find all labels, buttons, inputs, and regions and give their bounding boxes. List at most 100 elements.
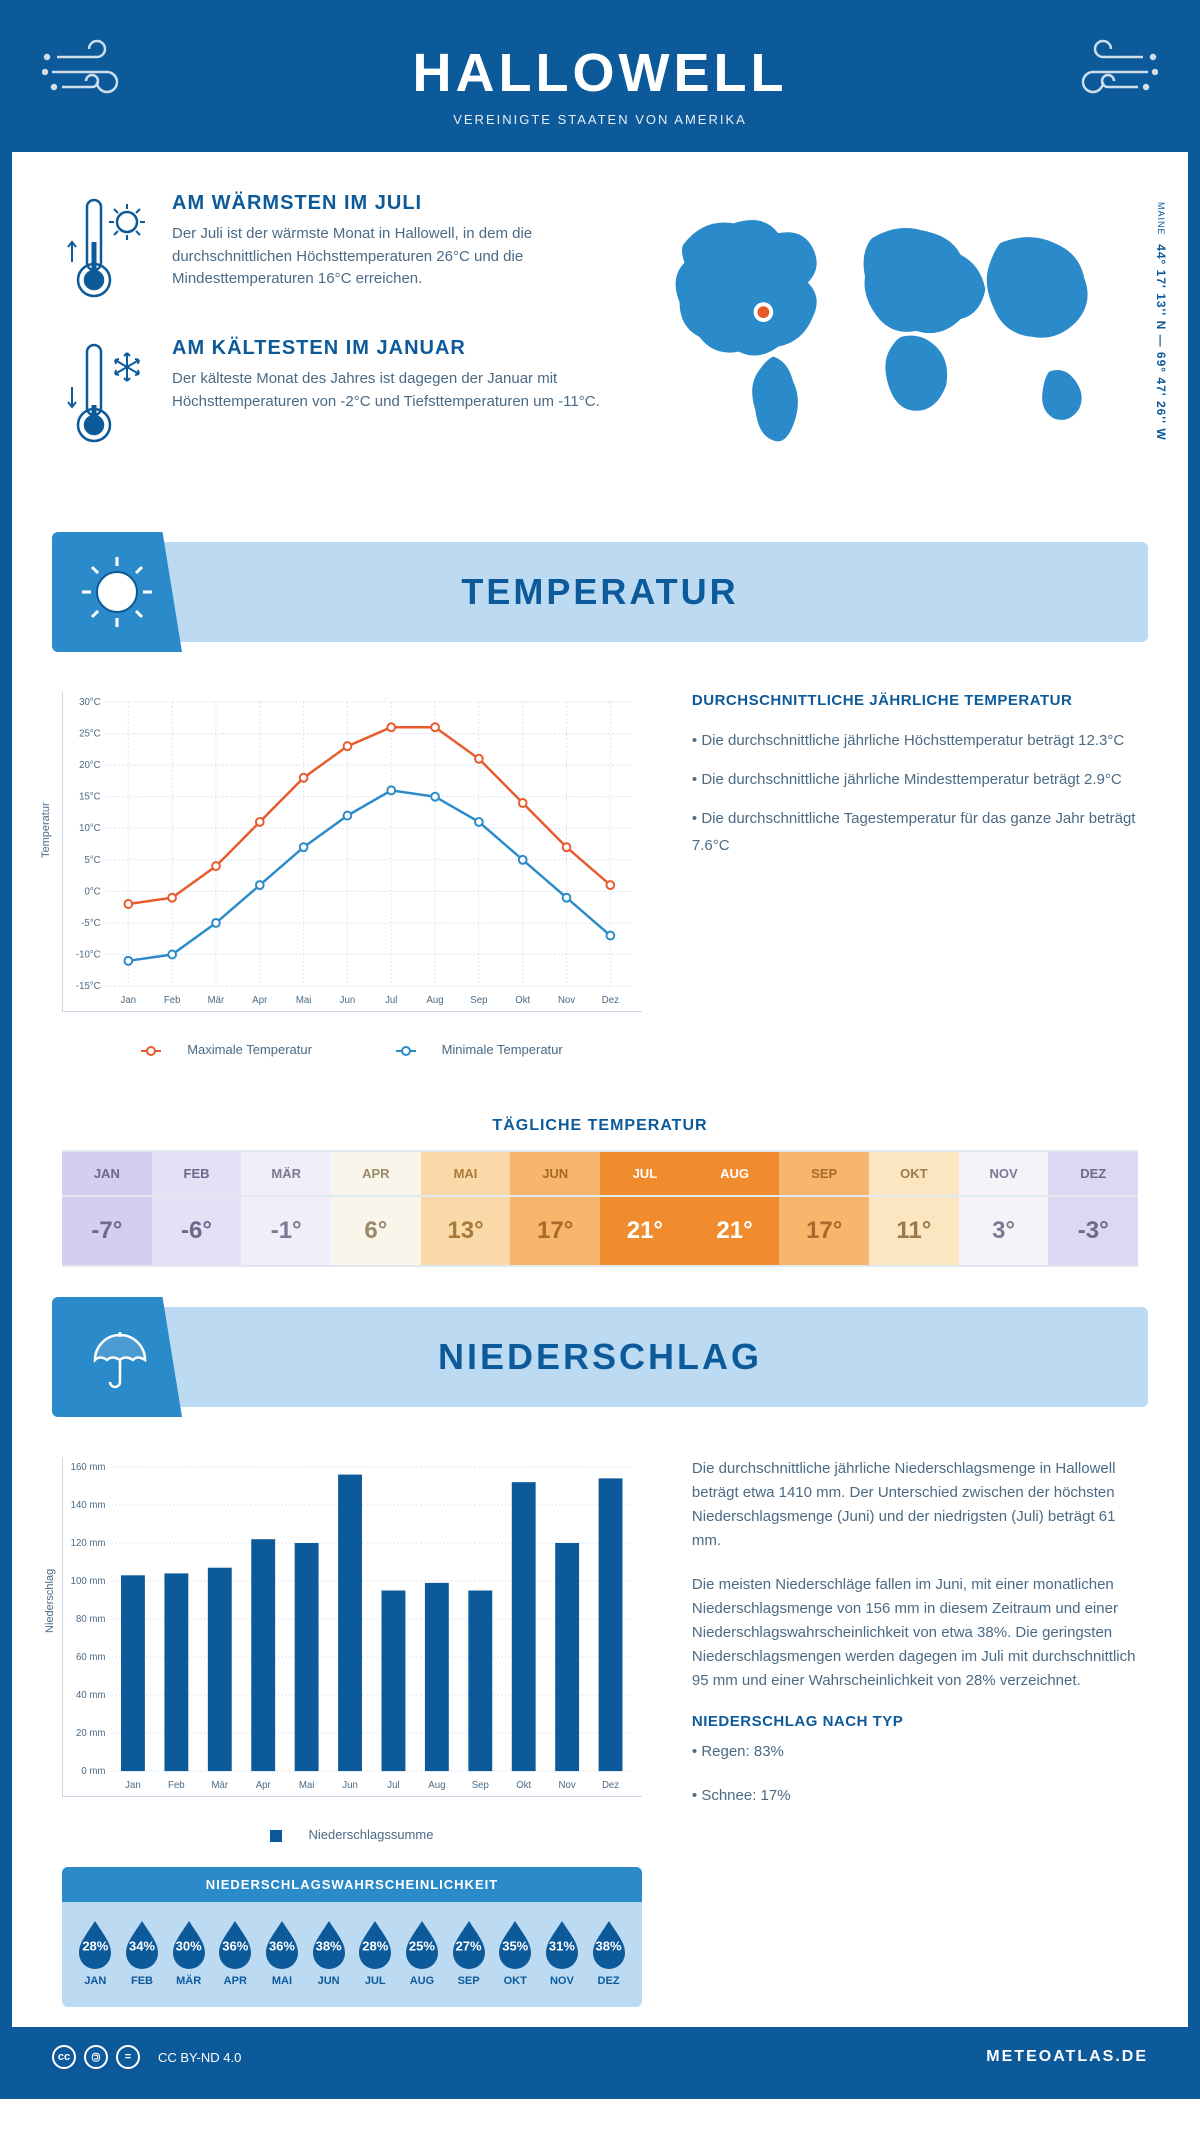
raindrop-icon: 35% bbox=[494, 1917, 536, 1969]
section-temperature-title: TEMPERATUR bbox=[461, 571, 738, 613]
prob-cell: 36% MAI bbox=[259, 1917, 306, 1987]
svg-text:-15°C: -15°C bbox=[76, 981, 101, 992]
prob-cell: 25% AUG bbox=[399, 1917, 446, 1987]
svg-text:Jun: Jun bbox=[340, 995, 356, 1006]
section-precip-header: NIEDERSCHLAG bbox=[52, 1307, 1148, 1407]
raindrop-icon: 27% bbox=[448, 1917, 490, 1969]
svg-text:Mai: Mai bbox=[299, 1780, 315, 1791]
svg-text:-10°C: -10°C bbox=[76, 949, 101, 960]
temp-info-title: DURCHSCHNITTLICHE JÄHRLICHE TEMPERATUR bbox=[692, 692, 1138, 709]
daily-cell: AUG 21° bbox=[690, 1152, 780, 1265]
svg-text:Nov: Nov bbox=[559, 1780, 576, 1791]
page-subtitle: VEREINIGTE STAATEN VON AMERIKA bbox=[32, 112, 1168, 127]
svg-text:Okt: Okt bbox=[515, 995, 530, 1006]
section-temperature-header: TEMPERATUR bbox=[52, 542, 1148, 642]
cc-icon: cc bbox=[52, 2045, 76, 2069]
nd-icon: = bbox=[116, 2045, 140, 2069]
footer: cc 🄯 = CC BY-ND 4.0 METEOATLAS.DE bbox=[12, 2027, 1188, 2087]
svg-text:Mär: Mär bbox=[211, 1780, 228, 1791]
svg-text:30°C: 30°C bbox=[79, 697, 101, 708]
raindrop-icon: 28% bbox=[354, 1917, 396, 1969]
prob-cell: 30% MÄR bbox=[165, 1917, 212, 1987]
wind-icon bbox=[42, 32, 152, 112]
svg-text:5°C: 5°C bbox=[84, 855, 100, 866]
prob-title: NIEDERSCHLAGSWAHRSCHEINLICHKEIT bbox=[62, 1867, 642, 1902]
page-title: HALLOWELL bbox=[32, 42, 1168, 104]
prob-cell: 36% APR bbox=[212, 1917, 259, 1987]
raindrop-icon: 34% bbox=[121, 1917, 163, 1969]
prob-cell: 27% SEP bbox=[445, 1917, 492, 1987]
umbrella-icon bbox=[52, 1297, 182, 1417]
precip-probability-box: NIEDERSCHLAGSWAHRSCHEINLICHKEIT 28% JAN … bbox=[62, 1867, 642, 2007]
svg-text:Dez: Dez bbox=[602, 1780, 619, 1791]
svg-text:Jul: Jul bbox=[387, 1780, 399, 1791]
precip-type: • Regen: 83% bbox=[692, 1740, 1138, 1764]
prob-cell: 28% JUL bbox=[352, 1917, 399, 1987]
svg-text:Apr: Apr bbox=[252, 995, 268, 1006]
svg-text:Jun: Jun bbox=[342, 1780, 358, 1791]
svg-text:Feb: Feb bbox=[164, 995, 181, 1006]
section-precip-title: NIEDERSCHLAG bbox=[438, 1336, 762, 1378]
raindrop-icon: 28% bbox=[74, 1917, 116, 1969]
svg-text:80 mm: 80 mm bbox=[76, 1614, 105, 1625]
svg-text:0°C: 0°C bbox=[84, 886, 100, 897]
coordinates: MAINE 44° 17' 13'' N — 69° 47' 26'' W bbox=[1154, 202, 1168, 441]
daily-cell: NOV 3° bbox=[959, 1152, 1049, 1265]
svg-text:Feb: Feb bbox=[168, 1780, 185, 1791]
daily-cell: MAI 13° bbox=[421, 1152, 511, 1265]
daily-cell: DEZ -3° bbox=[1048, 1152, 1138, 1265]
svg-text:60 mm: 60 mm bbox=[76, 1652, 105, 1663]
precip-ylabel: Niederschlag bbox=[44, 1568, 56, 1632]
svg-text:Mär: Mär bbox=[208, 995, 225, 1006]
svg-text:20 mm: 20 mm bbox=[76, 1728, 105, 1739]
daily-cell: JAN -7° bbox=[62, 1152, 152, 1265]
daily-cell: APR 6° bbox=[331, 1152, 421, 1265]
svg-text:Okt: Okt bbox=[516, 1780, 531, 1791]
daily-cell: OKT 11° bbox=[869, 1152, 959, 1265]
svg-text:100 mm: 100 mm bbox=[71, 1576, 106, 1587]
svg-text:Aug: Aug bbox=[428, 1780, 445, 1791]
svg-text:-5°C: -5°C bbox=[81, 918, 100, 929]
raindrop-icon: 31% bbox=[541, 1917, 583, 1969]
fact-warm-text: Der Juli ist der wärmste Monat in Hallow… bbox=[172, 223, 605, 291]
raindrop-icon: 25% bbox=[401, 1917, 443, 1969]
daily-cell: JUL 21° bbox=[600, 1152, 690, 1265]
license-text: CC BY-ND 4.0 bbox=[158, 2050, 241, 2065]
svg-text:120 mm: 120 mm bbox=[71, 1538, 106, 1549]
svg-text:15°C: 15°C bbox=[79, 792, 101, 803]
precip-legend: Niederschlagssumme bbox=[62, 1827, 642, 1842]
precip-type: • Schnee: 17% bbox=[692, 1784, 1138, 1808]
svg-text:140 mm: 140 mm bbox=[71, 1500, 106, 1511]
svg-text:Apr: Apr bbox=[256, 1780, 272, 1791]
temperature-line-chart: Temperatur -15°C-10°C-5°C0°C5°C10°C15°C2… bbox=[62, 692, 642, 1012]
temp-ylabel: Temperatur bbox=[40, 802, 52, 858]
svg-text:25°C: 25°C bbox=[79, 728, 101, 739]
svg-text:10°C: 10°C bbox=[79, 823, 101, 834]
wind-icon bbox=[1048, 32, 1158, 112]
svg-text:40 mm: 40 mm bbox=[76, 1690, 105, 1701]
svg-text:Sep: Sep bbox=[472, 1780, 490, 1791]
svg-text:160 mm: 160 mm bbox=[71, 1462, 106, 1473]
thermometer-hot-icon bbox=[62, 192, 152, 302]
daily-cell: FEB -6° bbox=[152, 1152, 242, 1265]
prob-cell: 31% NOV bbox=[539, 1917, 586, 1987]
svg-text:Sep: Sep bbox=[470, 995, 488, 1006]
temp-bullet: • Die durchschnittliche Tagestemperatur … bbox=[692, 805, 1138, 859]
svg-text:Jul: Jul bbox=[385, 995, 397, 1006]
svg-text:Mai: Mai bbox=[296, 995, 312, 1006]
fact-warm: AM WÄRMSTEN IM JULI Der Juli ist der wär… bbox=[62, 192, 605, 302]
svg-text:Dez: Dez bbox=[602, 995, 619, 1006]
daily-cell: SEP 17° bbox=[779, 1152, 869, 1265]
svg-text:Aug: Aug bbox=[426, 995, 443, 1006]
prob-cell: 34% FEB bbox=[119, 1917, 166, 1987]
raindrop-icon: 36% bbox=[214, 1917, 256, 1969]
thermometer-cold-icon bbox=[62, 337, 152, 447]
fact-cold: AM KÄLTESTEN IM JANUAR Der kälteste Mona… bbox=[62, 337, 605, 447]
svg-text:Nov: Nov bbox=[558, 995, 575, 1006]
temp-legend: Maximale Temperatur Minimale Temperatur bbox=[62, 1042, 642, 1057]
temp-bullet: • Die durchschnittliche jährliche Mindes… bbox=[692, 766, 1138, 793]
prob-cell: 35% OKT bbox=[492, 1917, 539, 1987]
daily-cell: MÄR -1° bbox=[241, 1152, 331, 1265]
daily-cell: JUN 17° bbox=[510, 1152, 600, 1265]
sun-icon bbox=[52, 532, 182, 652]
